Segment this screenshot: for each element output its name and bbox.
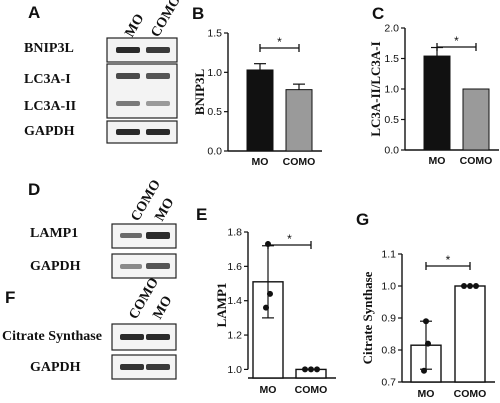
y-tick-label: 1.6 — [227, 261, 242, 273]
category-label: MO — [418, 388, 435, 400]
bar-mo — [246, 69, 274, 152]
data-point — [461, 283, 467, 289]
band — [120, 334, 144, 340]
data-point — [267, 290, 273, 297]
band — [120, 264, 142, 269]
significance-marker: * — [454, 34, 459, 48]
blot-label-lc3a-ii: LC3A-II — [24, 99, 76, 114]
band — [116, 47, 140, 53]
y-tick-label: 0.8 — [381, 345, 396, 357]
blot-label-citrate-synthase: Citrate Synthase — [2, 329, 102, 344]
band — [146, 101, 170, 106]
data-point — [423, 318, 429, 325]
y-tick-label: 0.5 — [207, 106, 222, 118]
significance-marker: * — [446, 253, 451, 267]
bar-como — [462, 88, 490, 151]
band — [116, 73, 140, 79]
significance-marker: * — [277, 35, 282, 49]
blot-panel-d: COMO MO LAMP1 GAPDH — [30, 177, 178, 279]
significance-marker: * — [287, 232, 292, 246]
bar-como — [285, 89, 313, 152]
y-tick-label: 0.9 — [381, 313, 396, 325]
y-tick-label: 1.0 — [227, 364, 242, 376]
data-point — [302, 366, 308, 373]
chart-bnip3l: 0.0 0.5 1.0 1.5 BNIP3L MO COMO * — [192, 28, 322, 168]
y-axis-title: LAMP1 — [214, 283, 229, 328]
blot-label-gapdh: GAPDH — [24, 124, 75, 139]
y-tick-label: 2.0 — [384, 23, 399, 35]
data-point — [314, 366, 320, 373]
data-point — [473, 283, 479, 289]
y-tick-label: 1.2 — [227, 330, 242, 342]
data-point — [421, 367, 427, 374]
y-tick-label: 1.8 — [227, 227, 242, 239]
band — [146, 232, 170, 239]
band — [146, 263, 170, 269]
panel-letter-a: A — [28, 3, 40, 22]
data-point — [263, 304, 269, 311]
y-tick-label: 1.1 — [381, 249, 396, 261]
blot-label-gapdh: GAPDH — [30, 259, 81, 274]
blot-strip-lc3a — [106, 63, 178, 119]
y-tick-label: 1.0 — [381, 281, 396, 293]
data-point — [425, 340, 431, 347]
y-tick-label: 0.0 — [207, 146, 222, 158]
lane-label-mo: MO — [150, 294, 175, 322]
y-axis-title: BNIP3L — [192, 69, 207, 116]
bar-mo — [423, 55, 451, 151]
category-label: COMO — [283, 156, 316, 168]
y-tick-label: 1.5 — [384, 53, 399, 65]
y-tick-label: 0.7 — [381, 377, 396, 389]
chart-citrate-synthase: 0.7 0.8 0.9 1.0 1.1 Citrate Synthase MO COMO * — [360, 249, 495, 400]
category-label: COMO — [454, 388, 487, 400]
band — [116, 101, 140, 106]
band — [120, 364, 144, 370]
y-axis-title: Citrate Synthase — [360, 271, 375, 364]
data-point — [308, 366, 314, 373]
panel-letter-f: F — [5, 288, 15, 307]
lane-label-como: COMO — [148, 0, 184, 40]
y-tick-label: 1.0 — [207, 67, 222, 79]
blot-panel-a: MO COMO BNIP3L LC3A-I LC3A-II GAPDH — [24, 0, 184, 144]
category-label: MO — [252, 156, 269, 168]
lane-label-mo: MO — [152, 196, 177, 224]
blot-label-lc3a-i: LC3A-I — [24, 72, 71, 87]
band — [120, 233, 142, 238]
lane-label-mo: MO — [122, 12, 147, 40]
data-point — [467, 283, 473, 289]
chart-lamp1: 1.0 1.2 1.4 1.6 1.8 LAMP1 MO COMO * — [214, 227, 336, 396]
blot-label-bnip3l: BNIP3L — [24, 41, 74, 56]
panel-letter-g: G — [356, 210, 369, 229]
bar-como — [454, 285, 486, 383]
blot-label-lamp1: LAMP1 — [30, 226, 78, 241]
panel-letter-c: C — [372, 4, 384, 23]
y-tick-label: 0.5 — [384, 114, 399, 126]
category-label: MO — [429, 155, 446, 167]
y-tick-label: 1.0 — [384, 84, 399, 96]
panel-letter-d: D — [28, 180, 40, 199]
panel-letter-e: E — [196, 205, 207, 224]
blot-label-gapdh: GAPDH — [30, 360, 81, 375]
category-label: COMO — [295, 384, 328, 396]
band — [146, 47, 170, 53]
band — [116, 129, 140, 135]
blot-strip-gapdh — [106, 120, 178, 144]
y-tick-label: 1.4 — [227, 295, 242, 307]
category-label: MO — [260, 384, 277, 396]
band — [146, 129, 170, 135]
band — [146, 73, 170, 79]
y-axis-title: LC3A-II/LC3A-I — [368, 41, 383, 136]
y-tick-label: 1.5 — [207, 28, 222, 40]
band — [146, 334, 170, 340]
y-tick-label: 0.0 — [384, 145, 399, 157]
band — [146, 364, 170, 370]
blot-panel-f: COMO MO Citrate Synthase GAPDH — [2, 275, 177, 380]
category-label: COMO — [460, 155, 493, 167]
panel-letter-b: B — [192, 4, 204, 23]
